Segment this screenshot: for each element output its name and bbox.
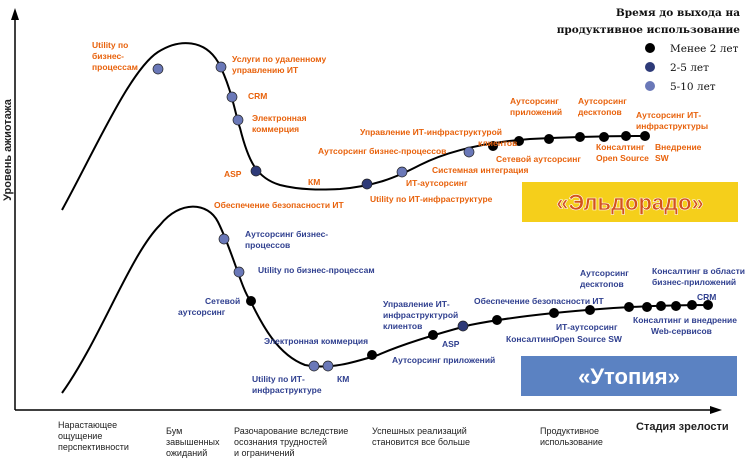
technology-label: Utility по бизнес-процессам — [92, 40, 138, 72]
technology-dot — [367, 350, 377, 360]
technology-dot — [585, 305, 595, 315]
legend-dot-icon — [645, 43, 655, 53]
technology-dot — [703, 300, 713, 310]
technology-label: Аутсорсинг десктопов — [578, 96, 627, 117]
technology-label: Консалтинг Open Source — [596, 142, 649, 163]
technology-dot — [624, 302, 634, 312]
technology-label: ASP — [224, 169, 242, 179]
technology-dot — [621, 131, 631, 141]
technology-dot — [232, 114, 244, 126]
stage-label: Успешных реализаций становится все больше — [372, 426, 470, 447]
technology-label: Сетевой аутсорсинг — [178, 296, 240, 317]
technology-label: Консалтинг в области бизнес-приложений — [652, 266, 745, 287]
eldorado-banner-text: «Эльдорадо» — [556, 190, 704, 215]
technology-label: Сетевой аутсорсинг — [496, 154, 581, 164]
stage-label: Продуктивное использование — [540, 426, 603, 447]
technology-dot — [549, 308, 559, 318]
technology-label: ИТ-аутсорсинг — [556, 322, 618, 332]
legend-item: Менее 2 лет — [670, 43, 739, 55]
technology-label: Аутсорсинг ИТ-инфраструктуры — [636, 110, 708, 131]
bottom-curve-labels: Аутсорсинг бизнес-процессов Utility по б… — [178, 229, 745, 395]
technology-label: Utility по ИТ-инфраструктуре — [370, 194, 493, 204]
stage-label: Бум завышенных ожиданий — [166, 426, 220, 458]
technology-label: ИТ-аутсорсинг — [406, 178, 468, 188]
y-axis-label: Уровень ажиотажа — [2, 98, 14, 201]
technology-label: Аутсорсинг приложений — [392, 355, 495, 365]
technology-dot — [233, 266, 245, 278]
technology-dot — [457, 320, 469, 332]
legend-title: Время до выхода на продуктивное использов… — [557, 7, 741, 36]
technology-label: Обеспечение безопасности ИТ — [474, 296, 605, 306]
technology-label: Utility по бизнес-процессам — [258, 265, 375, 275]
technology-label: CRM — [248, 91, 267, 101]
technology-label: Аутсорсинг десктопов — [580, 268, 629, 289]
technology-dot — [514, 136, 524, 146]
technology-label: Аутсорсинг приложений — [510, 96, 562, 117]
technology-dot — [226, 91, 238, 103]
technology-label: Управление ИТ-инфраструктурой клиентов — [383, 299, 458, 331]
technology-label: Обеспечение безопасности ИТ — [214, 200, 345, 210]
technology-dot — [687, 300, 697, 310]
eldorado-banner: «Эльдорадо» — [522, 182, 738, 222]
top-curve-labels: Utility по бизнес-процессам Услуги по уда… — [92, 40, 708, 210]
technology-label: Услуги по удаленному управлению ИТ — [232, 54, 326, 75]
technology-label: CRM — [697, 292, 716, 302]
technology-label: Внедрение SW — [655, 142, 702, 163]
hype-curve-bottom — [61, 205, 711, 394]
technology-dot — [361, 178, 373, 190]
technology-dot — [308, 360, 320, 372]
technology-dot — [463, 146, 475, 158]
legend-dot-icon — [645, 62, 655, 72]
utopia-banner-text: «Утопия» — [578, 364, 680, 389]
stage-label: Нарастающее ощущение перспективности — [58, 420, 129, 452]
bottom-dots — [218, 233, 713, 372]
axes — [11, 8, 722, 414]
technology-dot — [152, 63, 164, 75]
technology-label: КМ — [337, 374, 349, 384]
legend: Время до выхода на продуктивное использов… — [557, 7, 741, 93]
legend-item: 2-5 лет — [670, 62, 709, 74]
technology-label: Консалтинг — [506, 334, 555, 344]
technology-label: Системная интеграция — [432, 165, 528, 175]
technology-label: Электронная коммерция — [252, 113, 307, 134]
stage-label: Разочарование вследствие осознания трудно… — [234, 426, 348, 458]
technology-dot — [396, 166, 408, 178]
technology-dot — [640, 131, 650, 141]
technology-label: КМ — [308, 177, 320, 187]
technology-label: Консалтинг и внедрение Web-сервисов — [633, 315, 737, 336]
x-axis-arrow-icon — [710, 406, 722, 414]
technology-dot — [218, 233, 230, 245]
technology-dot — [428, 330, 438, 340]
technology-dot — [671, 301, 681, 311]
technology-label: Open Source SW — [553, 334, 623, 344]
legend-item: 5-10 лет — [670, 81, 716, 93]
legend-dot-icon — [645, 81, 655, 91]
technology-dot — [488, 141, 498, 151]
technology-dot — [575, 132, 585, 142]
y-axis-arrow-icon — [11, 8, 19, 20]
utopia-banner: «Утопия» — [521, 356, 737, 396]
top-dots — [152, 61, 650, 190]
technology-dot — [492, 315, 502, 325]
technology-dot — [246, 296, 256, 306]
technology-dot — [322, 360, 334, 372]
hype-curve-top — [61, 42, 646, 211]
technology-dot — [215, 61, 227, 73]
technology-dot — [544, 134, 554, 144]
technology-label: ASP — [442, 339, 460, 349]
technology-label: Аутсорсинг бизнес-процессов — [245, 229, 328, 250]
technology-label: Управление ИТ-инфраструктурой клиентов — [360, 127, 517, 148]
x-axis-label: Стадия зрелости — [636, 421, 729, 433]
technology-dot — [642, 302, 652, 312]
technology-label: Аутсорсинг бизнес-процессов — [318, 146, 446, 156]
technology-label: Электронная коммерция — [264, 336, 368, 346]
stage-labels: Нарастающее ощущение перспективности Бум за… — [58, 420, 603, 458]
technology-dot — [250, 165, 262, 177]
technology-dot — [599, 132, 609, 142]
technology-dot — [656, 301, 666, 311]
technology-label: Utility по ИТ-инфраструктуре — [252, 374, 322, 395]
